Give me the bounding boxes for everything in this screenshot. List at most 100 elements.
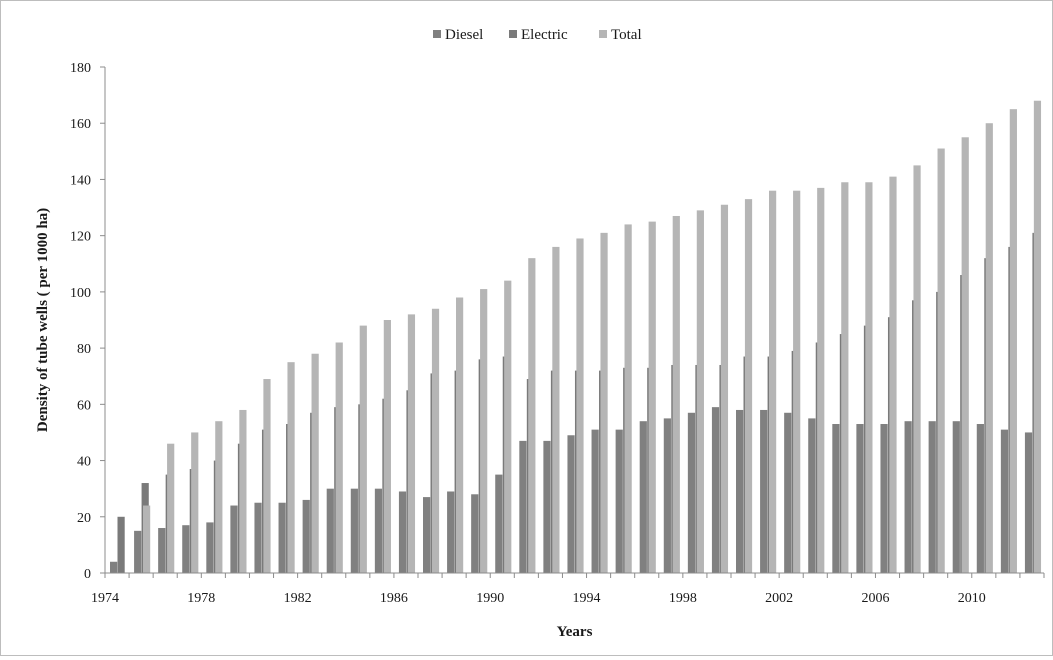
bar-total-1975 xyxy=(167,443,175,573)
bar-total-1991 xyxy=(552,246,560,573)
x-tick-label: 2002 xyxy=(765,591,793,606)
bar-total-1993 xyxy=(600,232,608,574)
bar-diesel-1987 xyxy=(423,497,431,573)
legend-swatch-diesel xyxy=(433,30,441,38)
bar-diesel-2000 xyxy=(736,409,744,573)
bar-total-2009 xyxy=(985,123,993,573)
x-tick-label: 1986 xyxy=(380,591,408,606)
bar-diesel-1989 xyxy=(471,494,479,573)
bar-diesel-2007 xyxy=(904,421,912,573)
bar-diesel-1978 xyxy=(206,522,214,573)
x-tick-label: 2006 xyxy=(861,591,889,606)
bar-diesel-2010 xyxy=(976,424,984,573)
bar-total-1977 xyxy=(215,421,223,573)
bar-diesel-1983 xyxy=(326,488,334,573)
legend-swatch-electric xyxy=(509,30,517,38)
bar-total-1979 xyxy=(263,379,271,573)
x-tick-label: 1990 xyxy=(476,591,504,606)
y-tick-label: 160 xyxy=(70,117,91,132)
bar-diesel-2009 xyxy=(952,421,960,573)
bar-diesel-1975 xyxy=(134,530,142,573)
legend-swatch-total xyxy=(599,30,607,38)
axes xyxy=(104,67,1044,574)
bar-diesel-2008 xyxy=(928,421,936,573)
y-tick-label: 60 xyxy=(77,398,91,413)
legend: Diesel Electric Total xyxy=(433,27,642,43)
bar-total-1983 xyxy=(359,325,367,573)
bar-diesel-1980 xyxy=(254,502,262,573)
y-tick-label: 120 xyxy=(70,230,91,245)
x-tick-label: 1998 xyxy=(669,591,697,606)
bar-diesel-2011 xyxy=(1000,429,1009,573)
y-tick-label: 140 xyxy=(70,173,91,188)
bar-total-1976 xyxy=(191,432,199,573)
bar-diesel-1993 xyxy=(567,435,575,573)
x-axis-title: Years xyxy=(557,624,593,640)
bar-total-1997 xyxy=(696,210,704,573)
bar-diesel-1999 xyxy=(711,407,720,573)
y-tick-label: 20 xyxy=(77,511,91,526)
bar-diesel-1984 xyxy=(350,488,358,573)
bar-diesel-1982 xyxy=(302,499,310,573)
legend-label-total: Total xyxy=(611,27,642,43)
x-tick-label: 1982 xyxy=(284,591,312,606)
bar-total-1982 xyxy=(335,342,343,573)
bar-total-1978 xyxy=(239,409,247,573)
bar-total-2002 xyxy=(817,187,825,573)
y-axis-title: Density of tube wells ( per 1000 ha) xyxy=(35,208,51,432)
bar-electric-1974 xyxy=(117,516,125,573)
bar-diesel-1988 xyxy=(447,491,455,573)
bar-diesel-2004 xyxy=(832,424,840,573)
bar-total-1996 xyxy=(672,215,680,574)
bars xyxy=(110,100,1042,574)
x-tick-label: 2010 xyxy=(958,591,986,606)
bar-total-2004 xyxy=(865,182,873,573)
x-tick-label: 1978 xyxy=(187,591,215,606)
bar-total-2008 xyxy=(961,137,969,573)
bar-total-1985 xyxy=(407,314,416,573)
bar-diesel-2005 xyxy=(856,424,864,573)
y-axis-ticks: 0 20 40 60 80 100 120 140 160 180 xyxy=(70,61,105,582)
bar-total-1981 xyxy=(311,353,319,573)
x-tick-label: 1994 xyxy=(573,591,601,606)
bar-diesel-2006 xyxy=(880,424,888,573)
y-tick-label: 80 xyxy=(77,342,91,357)
bar-total-2001 xyxy=(793,190,801,573)
bar-diesel-2012 xyxy=(1024,432,1033,573)
legend-label-diesel: Diesel xyxy=(445,27,483,43)
bar-total-1999 xyxy=(744,199,753,573)
bar-total-2011 xyxy=(1033,100,1042,573)
bar-diesel-1996 xyxy=(639,421,647,573)
bar-total-1986 xyxy=(431,308,440,573)
bar-total-2003 xyxy=(841,182,849,573)
bar-total-1974 xyxy=(143,505,151,573)
bar-diesel-1986 xyxy=(398,491,407,573)
bar-diesel-2003 xyxy=(808,418,816,573)
bar-diesel-2002 xyxy=(784,412,792,573)
bar-diesel-1985 xyxy=(374,488,383,573)
bar-diesel-1992 xyxy=(543,440,551,573)
bar-diesel-1977 xyxy=(182,525,190,573)
y-tick-label: 180 xyxy=(70,61,91,76)
bar-diesel-2001 xyxy=(760,409,768,573)
bar-total-2000 xyxy=(769,190,777,573)
y-tick-label: 0 xyxy=(84,567,91,582)
bar-diesel-1997 xyxy=(663,418,671,573)
x-tick-label: 1974 xyxy=(91,591,119,606)
bar-total-1995 xyxy=(648,221,656,574)
bar-total-1988 xyxy=(480,289,488,573)
bar-diesel-1979 xyxy=(230,505,238,573)
bar-diesel-1976 xyxy=(158,528,166,573)
bar-total-1980 xyxy=(287,362,295,573)
y-tick-label: 40 xyxy=(77,455,91,470)
bar-total-2005 xyxy=(889,176,897,573)
bar-total-2010 xyxy=(1009,109,1017,574)
x-axis-ticks: 1974 1978 1982 1986 1990 1994 1998 2002 2006 2010 xyxy=(91,573,1045,606)
bar-total-1987 xyxy=(456,297,464,573)
bar-diesel-1995 xyxy=(615,429,623,573)
bar-total-1994 xyxy=(624,224,632,574)
bar-total-1992 xyxy=(576,238,584,574)
y-tick-label: 100 xyxy=(70,286,91,301)
